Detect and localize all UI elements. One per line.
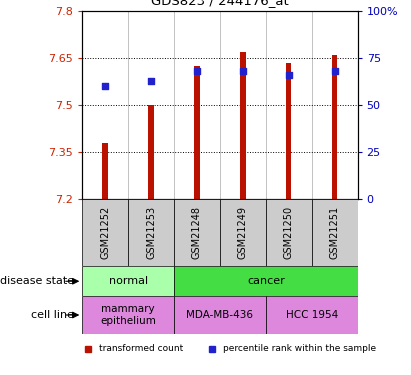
Point [194,68,200,74]
Bar [174,199,220,266]
Bar [82,296,174,334]
Point [102,83,109,89]
Point [240,68,246,74]
Bar [194,66,200,199]
Bar [174,296,266,334]
Bar [266,296,358,334]
Text: GSM21250: GSM21250 [284,206,294,259]
Bar [128,199,174,266]
Bar [286,63,291,199]
Bar [82,199,128,266]
Bar [220,199,266,266]
Text: transformed count: transformed count [99,344,183,353]
Bar [332,55,337,199]
Text: normal: normal [109,276,148,286]
Bar [148,105,154,199]
Text: MDA-MB-436: MDA-MB-436 [186,310,254,320]
Text: HCC 1954: HCC 1954 [286,310,338,320]
Text: mammary
epithelium: mammary epithelium [100,304,156,326]
Text: cell line: cell line [31,310,74,320]
Bar [266,199,312,266]
Text: GSM21248: GSM21248 [192,206,202,259]
Text: GSM21253: GSM21253 [146,206,156,259]
Point [331,68,338,74]
Text: cancer: cancer [247,276,285,286]
Point [285,72,292,78]
Text: percentile rank within the sample: percentile rank within the sample [223,344,376,353]
Title: GDS823 / 244176_at: GDS823 / 244176_at [151,0,289,7]
Bar [240,52,246,199]
Text: disease state: disease state [0,276,74,286]
Text: GSM21251: GSM21251 [330,206,339,259]
Bar [102,142,108,199]
Text: GSM21252: GSM21252 [100,206,110,259]
Bar [82,266,174,296]
Text: GSM21249: GSM21249 [238,206,248,259]
Bar [312,199,358,266]
Bar [174,266,358,296]
Point [148,78,155,84]
